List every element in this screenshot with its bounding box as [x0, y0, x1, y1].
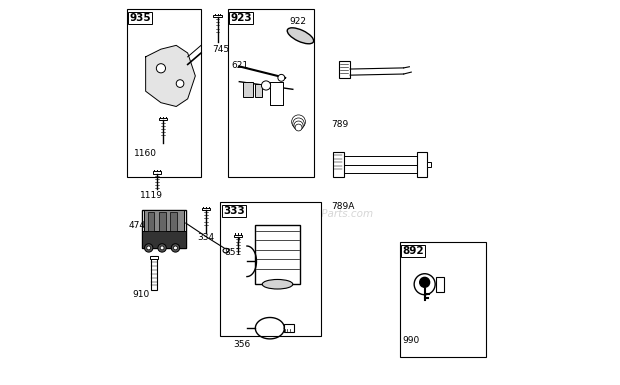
Bar — [159, 212, 166, 231]
Circle shape — [278, 74, 285, 81]
Circle shape — [295, 124, 302, 131]
Bar — [228, 9, 314, 177]
Bar — [151, 256, 157, 290]
Text: 333: 333 — [223, 206, 245, 216]
Text: 1119: 1119 — [140, 191, 163, 199]
Circle shape — [176, 80, 184, 87]
Circle shape — [262, 81, 271, 90]
Bar — [213, 15, 221, 17]
Bar — [220, 202, 321, 336]
Text: 745: 745 — [212, 45, 229, 54]
Circle shape — [171, 244, 180, 252]
Bar — [153, 171, 161, 174]
Bar — [243, 82, 253, 97]
Text: 935: 935 — [129, 13, 151, 23]
Text: 892: 892 — [402, 246, 424, 256]
Bar — [142, 231, 186, 248]
Circle shape — [174, 246, 177, 250]
Bar — [170, 212, 177, 231]
Bar — [255, 225, 301, 284]
Bar — [427, 162, 431, 167]
Circle shape — [158, 244, 166, 252]
Text: eReplacementParts.com: eReplacementParts.com — [246, 209, 374, 219]
Text: 474: 474 — [128, 221, 146, 230]
Circle shape — [293, 118, 304, 129]
Text: 334: 334 — [197, 233, 215, 242]
Bar — [285, 325, 294, 332]
Bar — [270, 82, 283, 105]
Bar — [202, 208, 210, 210]
Circle shape — [160, 246, 164, 250]
Polygon shape — [146, 45, 195, 107]
Text: 923: 923 — [231, 13, 252, 23]
Bar — [148, 212, 154, 231]
Ellipse shape — [287, 28, 314, 44]
Text: 910: 910 — [132, 290, 149, 299]
Bar — [126, 9, 201, 177]
Circle shape — [147, 246, 151, 250]
Ellipse shape — [223, 248, 229, 253]
Bar — [234, 234, 242, 237]
Text: 990: 990 — [402, 336, 420, 345]
Circle shape — [156, 64, 166, 73]
Text: 356: 356 — [234, 340, 251, 349]
Bar — [142, 210, 186, 248]
Bar — [400, 242, 486, 357]
Text: 1160: 1160 — [134, 149, 157, 157]
Ellipse shape — [414, 274, 435, 295]
Text: 851: 851 — [224, 248, 241, 257]
Circle shape — [294, 121, 303, 130]
Bar — [339, 60, 350, 78]
Text: 621: 621 — [232, 60, 249, 70]
Bar — [255, 84, 262, 97]
Bar — [333, 152, 343, 177]
Bar — [270, 82, 283, 105]
Text: 789A: 789A — [331, 202, 355, 211]
Text: 789: 789 — [331, 120, 348, 129]
Ellipse shape — [262, 280, 293, 289]
Circle shape — [144, 244, 153, 252]
Bar — [159, 118, 167, 120]
Circle shape — [420, 277, 430, 287]
Text: 922: 922 — [289, 17, 306, 26]
Bar — [436, 276, 444, 292]
Bar — [150, 256, 158, 259]
Circle shape — [291, 115, 306, 129]
Bar — [144, 210, 184, 231]
Bar — [417, 152, 427, 177]
